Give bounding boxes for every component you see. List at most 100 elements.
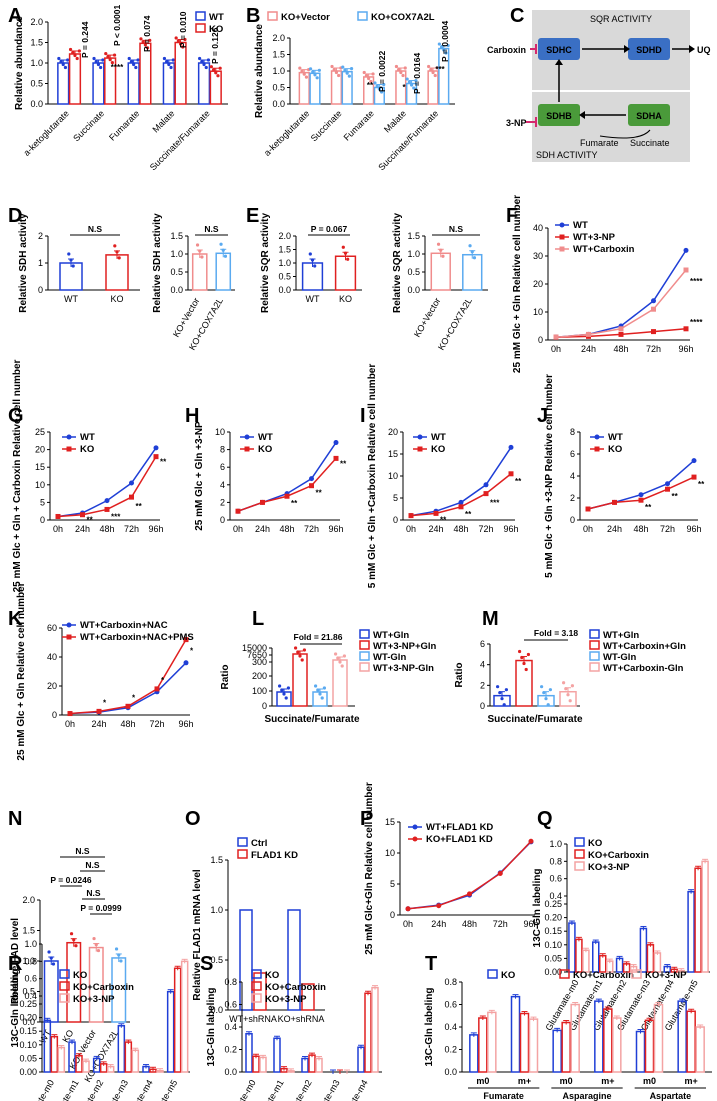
panel-letter-e: E	[246, 205, 259, 227]
legend-label: WT+Gln	[603, 630, 639, 641]
data-point	[362, 70, 366, 75]
data-point	[106, 54, 110, 59]
y-tick-label: 1.5	[278, 245, 291, 255]
significance-star: *	[190, 647, 194, 656]
data-point	[467, 891, 472, 897]
y-tick-label: 0.2	[224, 1045, 237, 1055]
x-tick-label: 96h	[686, 524, 701, 534]
data-point	[129, 480, 134, 486]
x-tick-label: m+	[601, 1076, 614, 1086]
legend-label: KO+Carboxin	[588, 850, 649, 861]
y-tick-label: 1.5	[30, 38, 43, 48]
y-tick-label: 20	[533, 279, 543, 289]
y-tick-label: 10	[35, 480, 45, 490]
legend-label: KO	[258, 444, 272, 455]
panel-letter-q: Q	[537, 808, 553, 830]
data-point	[317, 68, 321, 72]
x-tick-label: 0h	[65, 719, 75, 729]
significance-star: ****	[690, 277, 703, 286]
x-tick-label: a-ketoglutarate-m0	[10, 1078, 56, 1101]
panel-letter-r: R	[8, 953, 23, 975]
data-point	[183, 37, 187, 42]
x-tick-label: 24h	[75, 524, 90, 534]
y-axis-label: 25 mM Glc + Gln + Carboxin Relative cell…	[12, 359, 23, 592]
legend-swatch	[559, 969, 570, 979]
series-line	[237, 457, 337, 512]
data-point	[280, 688, 284, 692]
y-tick-label: 0.00	[19, 1067, 37, 1077]
data-point	[94, 59, 98, 64]
legend-swatch	[59, 969, 70, 979]
legend-label: WT-Gln	[603, 652, 636, 663]
data-point	[92, 936, 96, 941]
bar	[59, 262, 83, 291]
x-axis-label: Succinate/Fumarate	[487, 714, 582, 725]
data-point	[638, 497, 644, 503]
significance-star: *	[132, 693, 136, 702]
data-point	[407, 80, 411, 84]
legend-swatch	[251, 993, 262, 1003]
panel-letter-m: M	[482, 608, 499, 630]
data-point	[309, 476, 314, 482]
data-point	[63, 65, 68, 70]
data-point	[132, 62, 136, 67]
bar	[639, 927, 648, 973]
legend-label: KO	[73, 970, 87, 981]
data-point	[612, 499, 617, 505]
fold-annotation: Fold = 3.18	[534, 628, 578, 638]
bar	[43, 960, 59, 1023]
legend-swatch	[574, 861, 585, 871]
y-tick-label: 0	[52, 710, 57, 720]
bar	[68, 53, 82, 105]
panel-letter-k: K	[8, 608, 23, 630]
legend-label: WT	[258, 432, 273, 443]
legend-marker	[412, 836, 418, 842]
data-point	[200, 255, 204, 259]
data-point	[278, 684, 282, 688]
panel-letter-n: N	[8, 808, 22, 830]
data-point	[66, 58, 70, 62]
bar	[166, 990, 175, 1073]
bar	[510, 995, 521, 1073]
y-tick-label: 0.4	[224, 1022, 237, 1032]
significance-star: **	[698, 480, 705, 489]
data-point	[115, 250, 119, 254]
legend-label: WT	[431, 432, 446, 443]
data-point	[375, 84, 379, 88]
y-axis-label: 25 mM Glc + Gln Relative cell number	[512, 195, 523, 373]
data-point	[308, 252, 312, 256]
y-tick-label: 10	[385, 848, 395, 858]
data-point	[683, 247, 689, 253]
x-tick-label: 24h	[431, 919, 446, 929]
y-tick-label: 25	[35, 427, 45, 437]
data-point	[433, 510, 439, 516]
data-point	[502, 703, 506, 707]
data-point	[651, 298, 656, 304]
data-point	[618, 326, 624, 332]
p-value-annotation: P = 0.010	[178, 11, 188, 48]
data-point	[439, 45, 444, 49]
data-point	[429, 67, 433, 72]
data-point	[540, 685, 544, 689]
bar	[592, 941, 600, 973]
panel-letter-p: P	[360, 808, 373, 830]
uq-label: UQ	[697, 45, 711, 55]
legend-marker	[559, 246, 565, 252]
data-point	[59, 59, 63, 64]
data-point	[129, 59, 134, 64]
x-tick-label: KO+COX7A2L	[436, 296, 474, 352]
legend-swatch	[487, 969, 498, 979]
data-point	[691, 474, 697, 480]
data-point	[198, 249, 202, 253]
significance-star: ***	[111, 512, 121, 521]
arrowhead	[689, 45, 695, 53]
x-tick-label: Succinate	[309, 108, 344, 143]
y-tick-label: 2	[220, 497, 225, 507]
data-point	[183, 637, 189, 643]
x-tick-label: 48h	[279, 524, 294, 534]
y-tick-label: 1.0	[549, 839, 562, 849]
data-point	[302, 72, 306, 76]
legend-label: KO+3-NP	[588, 862, 630, 873]
p-value-annotation: P = 0.0022	[377, 51, 387, 92]
legend-label: KO	[431, 444, 445, 455]
